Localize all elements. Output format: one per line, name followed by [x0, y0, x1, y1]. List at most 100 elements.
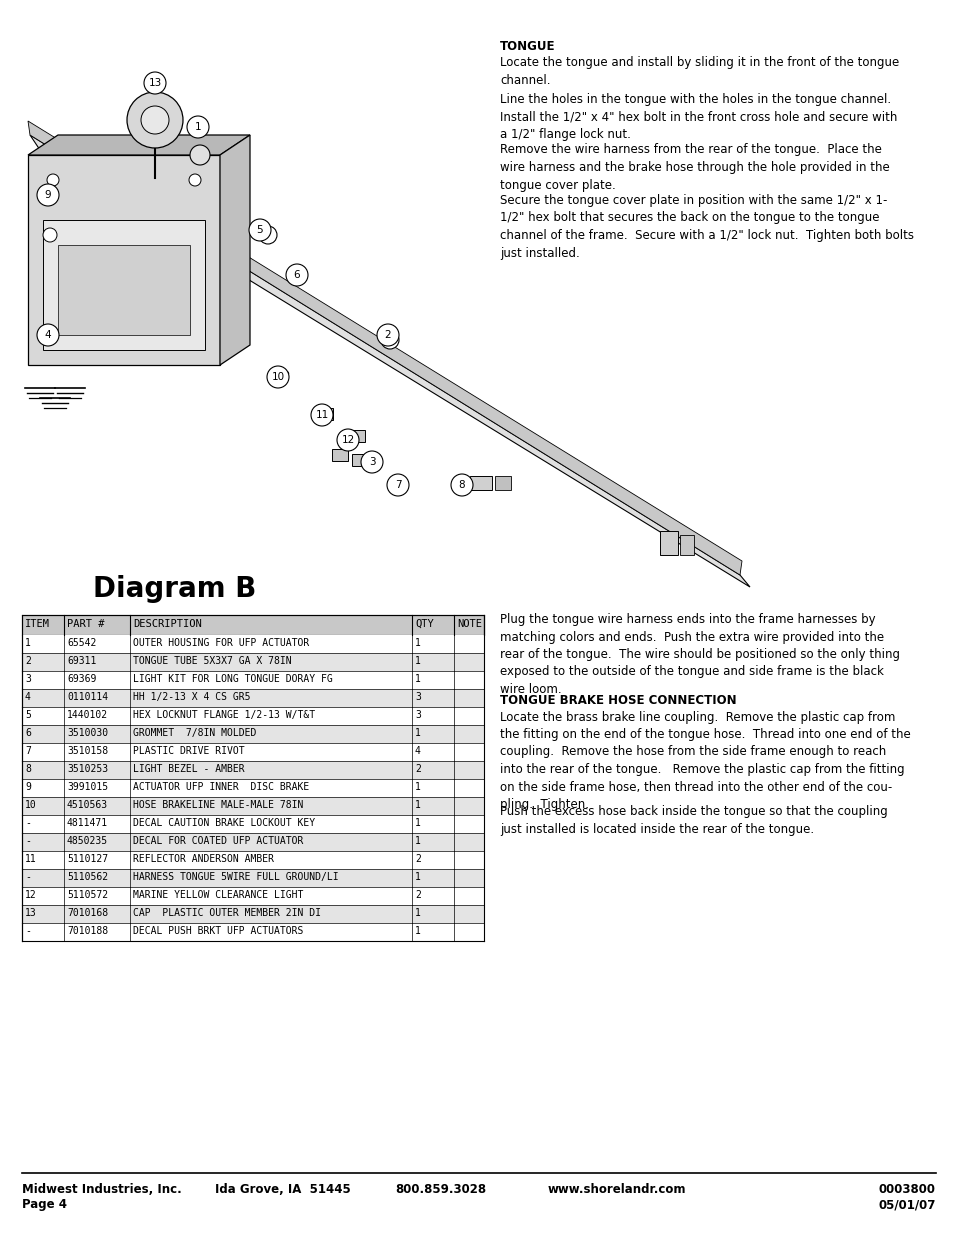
Text: 1: 1	[194, 122, 201, 132]
Text: 3: 3	[415, 710, 420, 720]
Text: 2: 2	[415, 764, 420, 774]
Text: Diagram B: Diagram B	[93, 576, 256, 603]
Text: DECAL PUSH BRKT UFP ACTUATORS: DECAL PUSH BRKT UFP ACTUATORS	[132, 926, 303, 936]
Bar	[332, 450, 348, 461]
Text: 8: 8	[458, 480, 465, 490]
Circle shape	[387, 474, 409, 496]
Text: TONGUE: TONGUE	[499, 40, 555, 53]
Text: 1: 1	[415, 727, 420, 739]
Text: 13: 13	[149, 78, 161, 88]
Text: CAP  PLASTIC OUTER MEMBER 2IN DI: CAP PLASTIC OUTER MEMBER 2IN DI	[132, 908, 320, 918]
Text: 05/01/07: 05/01/07	[878, 1198, 935, 1212]
Bar	[22, 653, 483, 671]
Text: www.shorelandr.com: www.shorelandr.com	[547, 1183, 686, 1195]
Circle shape	[451, 474, 473, 496]
Text: Plug the tongue wire harness ends into the frame harnesses by
matching colors an: Plug the tongue wire harness ends into t…	[499, 613, 899, 697]
Text: 12: 12	[341, 435, 355, 445]
Bar	[470, 475, 492, 490]
Text: HOSE BRAKELINE MALE-MALE 78IN: HOSE BRAKELINE MALE-MALE 78IN	[132, 800, 303, 810]
Circle shape	[360, 451, 382, 473]
Text: 8: 8	[25, 764, 30, 774]
Text: 1: 1	[415, 926, 420, 936]
Text: -: -	[25, 818, 30, 827]
Text: 1: 1	[415, 872, 420, 882]
Text: NOTE: NOTE	[456, 619, 481, 629]
Text: DECAL FOR COATED UFP ACTUATOR: DECAL FOR COATED UFP ACTUATOR	[132, 836, 303, 846]
Text: 800.859.3028: 800.859.3028	[395, 1183, 486, 1195]
Bar	[22, 689, 483, 706]
Text: -: -	[25, 836, 30, 846]
Circle shape	[190, 144, 210, 165]
Bar	[22, 779, 483, 797]
Text: 1: 1	[415, 818, 420, 827]
Text: 5110562: 5110562	[67, 872, 108, 882]
Bar	[679, 535, 693, 555]
Text: 1: 1	[415, 782, 420, 792]
Text: Secure the tongue cover plate in position with the same 1/2" x 1-
1/2" hex bolt : Secure the tongue cover plate in positio…	[499, 194, 913, 259]
Text: 3: 3	[368, 457, 375, 467]
Text: ACTUATOR UFP INNER  DISC BRAKE: ACTUATOR UFP INNER DISC BRAKE	[132, 782, 309, 792]
Bar	[22, 725, 483, 743]
Text: 6: 6	[25, 727, 30, 739]
Text: Line the holes in the tongue with the holes in the tongue channel.
Install the 1: Line the holes in the tongue with the ho…	[499, 93, 897, 141]
Text: 3991015: 3991015	[67, 782, 108, 792]
Bar	[22, 832, 483, 851]
Text: 69311: 69311	[67, 656, 96, 666]
Bar	[22, 905, 483, 923]
Text: 7: 7	[25, 746, 30, 756]
Text: 5110572: 5110572	[67, 890, 108, 900]
Polygon shape	[220, 135, 250, 366]
Text: OUTER HOUSING FOR UFP ACTUATOR: OUTER HOUSING FOR UFP ACTUATOR	[132, 638, 309, 648]
Circle shape	[258, 226, 276, 245]
Bar	[22, 671, 483, 689]
Bar	[22, 923, 483, 941]
Text: Remove the wire harness from the rear of the tongue.  Place the
wire harness and: Remove the wire harness from the rear of…	[499, 143, 889, 191]
Bar	[43, 220, 205, 350]
Text: 3510158: 3510158	[67, 746, 108, 756]
Polygon shape	[28, 135, 250, 156]
Bar	[352, 454, 368, 466]
Bar	[495, 475, 511, 490]
Circle shape	[287, 267, 303, 283]
Text: 4510563: 4510563	[67, 800, 108, 810]
Circle shape	[376, 324, 398, 346]
Circle shape	[127, 91, 183, 148]
Text: LIGHT KIT FOR LONG TONGUE DORAY FG: LIGHT KIT FOR LONG TONGUE DORAY FG	[132, 674, 333, 684]
Bar	[22, 887, 483, 905]
Text: 5: 5	[25, 710, 30, 720]
Text: 5110127: 5110127	[67, 853, 108, 864]
Text: 1: 1	[415, 836, 420, 846]
Text: MARINE YELLOW CLEARANCE LIGHT: MARINE YELLOW CLEARANCE LIGHT	[132, 890, 303, 900]
Text: DESCRIPTION: DESCRIPTION	[132, 619, 201, 629]
Text: 4: 4	[415, 746, 420, 756]
Circle shape	[47, 174, 59, 186]
Text: Locate the brass brake line coupling.  Remove the plastic cap from
the fitting o: Locate the brass brake line coupling. Re…	[499, 710, 910, 811]
Circle shape	[144, 72, 166, 94]
Circle shape	[249, 219, 271, 241]
Circle shape	[286, 264, 308, 287]
Bar	[22, 635, 483, 653]
Text: HEX LOCKNUT FLANGE 1/2-13 W/T&T: HEX LOCKNUT FLANGE 1/2-13 W/T&T	[132, 710, 314, 720]
Circle shape	[336, 429, 358, 451]
Circle shape	[380, 331, 398, 350]
Text: GROMMET  7/8IN MOLDED: GROMMET 7/8IN MOLDED	[132, 727, 256, 739]
Text: 4: 4	[25, 692, 30, 701]
Circle shape	[189, 174, 201, 186]
Text: 11: 11	[25, 853, 37, 864]
Bar	[22, 851, 483, 869]
Text: 7: 7	[395, 480, 401, 490]
Text: -: -	[25, 872, 30, 882]
Text: HH 1/2-13 X 4 CS GR5: HH 1/2-13 X 4 CS GR5	[132, 692, 251, 701]
Bar	[345, 430, 365, 442]
Text: 10: 10	[272, 372, 284, 382]
Bar	[22, 743, 483, 761]
Bar	[22, 869, 483, 887]
Text: 2: 2	[384, 330, 391, 340]
Bar	[22, 815, 483, 832]
Text: 69369: 69369	[67, 674, 96, 684]
Text: 12: 12	[25, 890, 37, 900]
Circle shape	[37, 184, 59, 206]
Text: Ida Grove, IA  51445: Ida Grove, IA 51445	[214, 1183, 351, 1195]
Bar	[659, 531, 678, 555]
Text: PLASTIC DRIVE RIVOT: PLASTIC DRIVE RIVOT	[132, 746, 244, 756]
